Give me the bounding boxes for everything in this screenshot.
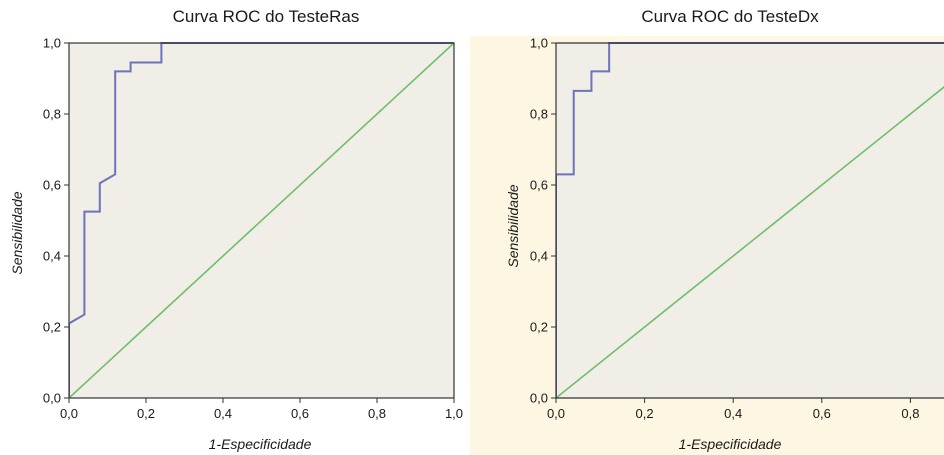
y-axis-label: Sensibilidade	[505, 184, 521, 267]
y-tick-label: 0,2	[530, 320, 548, 335]
plot-frame	[68, 42, 455, 399]
x-tick-label: 1,0	[445, 406, 463, 421]
x-tick-label: 0,4	[724, 406, 742, 421]
x-axis-label: 1-Especificidade	[209, 436, 312, 452]
x-tick-label: 0,4	[214, 406, 232, 421]
y-tick-label: 0,4	[43, 249, 61, 264]
plot-area	[556, 43, 944, 398]
x-tick-label: 0,2	[137, 406, 155, 421]
chart-title: Curva ROC do TesteRas	[173, 7, 360, 26]
roc-curve	[556, 42, 944, 398]
x-tick-label: 0,8	[368, 406, 386, 421]
y-tick-label: 0,8	[43, 107, 61, 122]
x-tick-label: 0,0	[60, 406, 78, 421]
x-tick-label: 0,8	[901, 406, 919, 421]
y-tick-label: 0,0	[530, 391, 548, 406]
roc-curve	[69, 42, 454, 398]
chart-testedx: Curva ROC do TesteDx 1-Especificidade Se…	[505, 7, 944, 452]
reference-line	[69, 42, 454, 399]
y-tick-label: 1,0	[43, 36, 61, 51]
y-tick-label: 0,0	[43, 391, 61, 406]
x-axis-label: 1-Especificidade	[679, 436, 782, 452]
x-tick-label: 0,2	[636, 406, 654, 421]
y-tick-label: 0,8	[530, 107, 548, 122]
y-axis-label: Sensibilidade	[9, 191, 25, 274]
y-tick-label: 0,4	[530, 249, 548, 264]
x-tick-label: 0,6	[813, 406, 831, 421]
chart-testeras: Curva ROC do TesteRas 1-Especificidade S…	[9, 7, 463, 452]
reference-line	[556, 86, 944, 399]
y-tick-label: 0,2	[43, 320, 61, 335]
y-tick-label: 0,6	[530, 178, 548, 193]
y-tick-label: 0,6	[43, 178, 61, 193]
chart-title: Curva ROC do TesteDx	[641, 7, 819, 26]
x-tick-label: 0,0	[547, 406, 565, 421]
y-tick-label: 1,0	[530, 36, 548, 51]
x-tick-label: 0,6	[291, 406, 309, 421]
